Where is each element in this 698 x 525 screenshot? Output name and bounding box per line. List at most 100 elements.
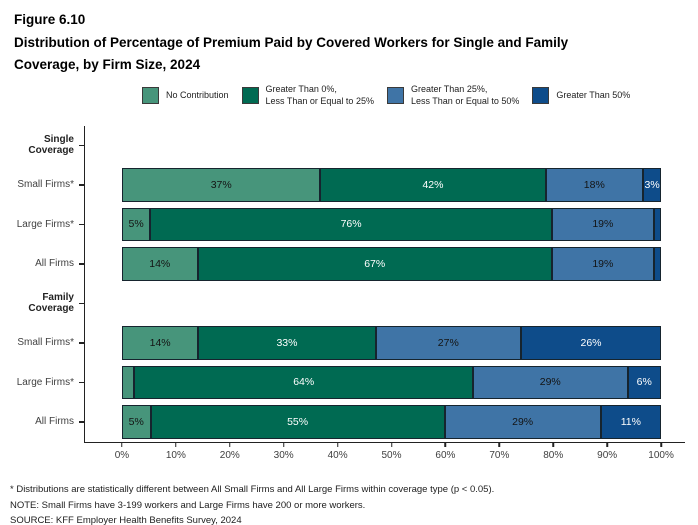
legend-swatch-icon xyxy=(241,87,259,105)
stacked-bar: 64% 29% 6% xyxy=(121,365,662,400)
panel-row: 5% 76% 19% xyxy=(85,205,685,245)
x-axis-tick xyxy=(498,441,501,447)
panel-row: 14% 33% 27% 26% xyxy=(85,323,685,363)
x-axis-tick-label: 20% xyxy=(219,449,240,461)
bar-segment: 33% xyxy=(198,326,376,360)
panel-row: 64% 29% 6% xyxy=(85,363,685,403)
x-axis-tick xyxy=(552,441,554,447)
bar-segment: 18% xyxy=(545,168,644,202)
x-axis-tick xyxy=(175,441,177,447)
x-axis-tick-label: 50% xyxy=(381,449,402,461)
category-label: All Firms xyxy=(35,258,74,270)
bar-segment: 14% xyxy=(121,326,199,360)
category-label-row: Large Firms* xyxy=(0,205,84,245)
legend-swatch-icon xyxy=(532,87,550,105)
category-label-row: Large Firms* xyxy=(0,363,84,403)
y-axis-tick xyxy=(79,381,84,384)
x-axis-tick xyxy=(336,441,339,447)
legend: No Contribution Greater Than 0%, Less Th… xyxy=(142,83,698,109)
page-title: Distribution of Percentage of Premium Pa… xyxy=(14,35,569,72)
category-label: Large Firms* xyxy=(16,218,74,230)
x-axis-tick-label: 30% xyxy=(273,449,294,461)
stacked-bar: 5% 55% 29% 11% xyxy=(121,405,662,439)
category-label: Small Firms* xyxy=(17,179,74,191)
footnote-significance: * Distributions are statistically differ… xyxy=(10,484,495,495)
x-axis-tick-label: 80% xyxy=(543,449,564,461)
y-axis-tick xyxy=(79,302,84,305)
category-label: Small Firms* xyxy=(17,337,74,349)
bar-value-label: 67% xyxy=(364,257,386,270)
bar-segment: 14% xyxy=(121,247,198,281)
panel-row xyxy=(85,126,685,166)
x-axis-tick-label: 40% xyxy=(327,449,348,461)
legend-item-gt25-le50: Greater Than 25%, Less Than or Equal to … xyxy=(386,84,520,107)
y-axis-tick xyxy=(79,223,84,226)
stacked-bar: 14% 67% 19% xyxy=(121,247,662,281)
x-axis-tick-label: 70% xyxy=(489,449,510,461)
bar-segment: 42% xyxy=(320,168,546,202)
stacked-bar: 5% 76% 19% xyxy=(121,207,662,242)
bar-value-label: 5% xyxy=(128,415,144,428)
y-axis-tick xyxy=(79,144,84,147)
legend-item-gt50: Greater Than 50% xyxy=(532,87,631,105)
legend-swatch-icon xyxy=(142,87,159,105)
x-axis-tick xyxy=(282,441,285,447)
bar-value-label: 26% xyxy=(580,336,602,349)
bar-value-label: 14% xyxy=(149,336,171,349)
x-axis-tick xyxy=(390,441,393,447)
bar-segment: 29% xyxy=(473,365,628,400)
plot-panel: 37% 42% 18% 3% 5% 76% 19% 14% 67% 19% 14% 33% 27% 26%… xyxy=(84,125,685,461)
bar-segment xyxy=(653,207,662,242)
panel-row: 5% 55% 29% 11% xyxy=(85,402,685,442)
footnote-note: NOTE: Small Firms have 3-199 workers and… xyxy=(10,499,366,511)
footnotes: * Distributions are statistically differ… xyxy=(10,482,494,525)
bar-value-label: 64% xyxy=(293,376,315,389)
bar-segment: 19% xyxy=(551,207,654,242)
bar-segment: 5% xyxy=(121,207,151,242)
bar-value-label: 5% xyxy=(128,218,144,231)
x-axis-tick xyxy=(444,441,447,447)
bar-segment: 26% xyxy=(520,326,662,360)
group-label-row: Family Coverage xyxy=(0,284,84,324)
panel-row xyxy=(85,284,685,324)
bar-value-label: 6% xyxy=(636,376,652,389)
bar-value-label: 29% xyxy=(512,415,534,428)
legend-label: Greater Than 25%, Less Than or Equal to … xyxy=(410,84,520,106)
bar-value-label: 42% xyxy=(422,178,444,191)
bar-value-label: 27% xyxy=(437,336,459,349)
group-label: Family Coverage xyxy=(28,292,74,315)
bar-segment: 11% xyxy=(600,405,662,439)
x-axis-tick xyxy=(660,441,662,447)
y-axis-labels: Single Coverage Small Firms* Large Firms* A… xyxy=(0,126,84,443)
figure-number: Figure 6.10 xyxy=(14,12,86,27)
bar-value-label: 19% xyxy=(592,257,614,270)
panel-row: 37% 42% 18% 3% xyxy=(85,165,685,205)
bar-segment: 5% xyxy=(121,405,151,439)
category-label: Large Firms* xyxy=(16,376,74,388)
bar-value-label: 33% xyxy=(276,336,298,349)
bar-segment: 67% xyxy=(197,247,552,281)
x-axis-tick xyxy=(606,441,608,447)
x-axis-tick xyxy=(121,441,123,447)
footnote-source: SOURCE: KFF Employer Health Benefits Sur… xyxy=(10,515,242,525)
bar-segment: 37% xyxy=(121,168,321,202)
panel-row: 14% 67% 19% xyxy=(85,244,685,284)
legend-label: Greater Than 50% xyxy=(556,90,631,101)
bar-segment: 29% xyxy=(444,405,601,439)
x-axis-tick-label: 0% xyxy=(114,449,130,461)
bar-segment: 6% xyxy=(627,365,662,400)
bar-value-label: 76% xyxy=(340,218,362,231)
bar-segment xyxy=(653,247,662,281)
category-label: All Firms xyxy=(35,416,74,428)
x-axis-tick-label: 60% xyxy=(435,449,456,461)
bar-segment: 76% xyxy=(150,207,552,242)
x-axis-tick-label: 90% xyxy=(597,449,618,461)
y-axis-tick xyxy=(79,342,84,344)
bar-value-label: 55% xyxy=(287,415,309,428)
bar-value-label: 11% xyxy=(620,415,641,428)
category-label-row: Small Firms* xyxy=(0,165,84,205)
x-axis-tick-label: 100% xyxy=(648,449,674,461)
group-label-row: Single Coverage xyxy=(0,126,84,166)
category-label-row: Small Firms* xyxy=(0,323,84,363)
